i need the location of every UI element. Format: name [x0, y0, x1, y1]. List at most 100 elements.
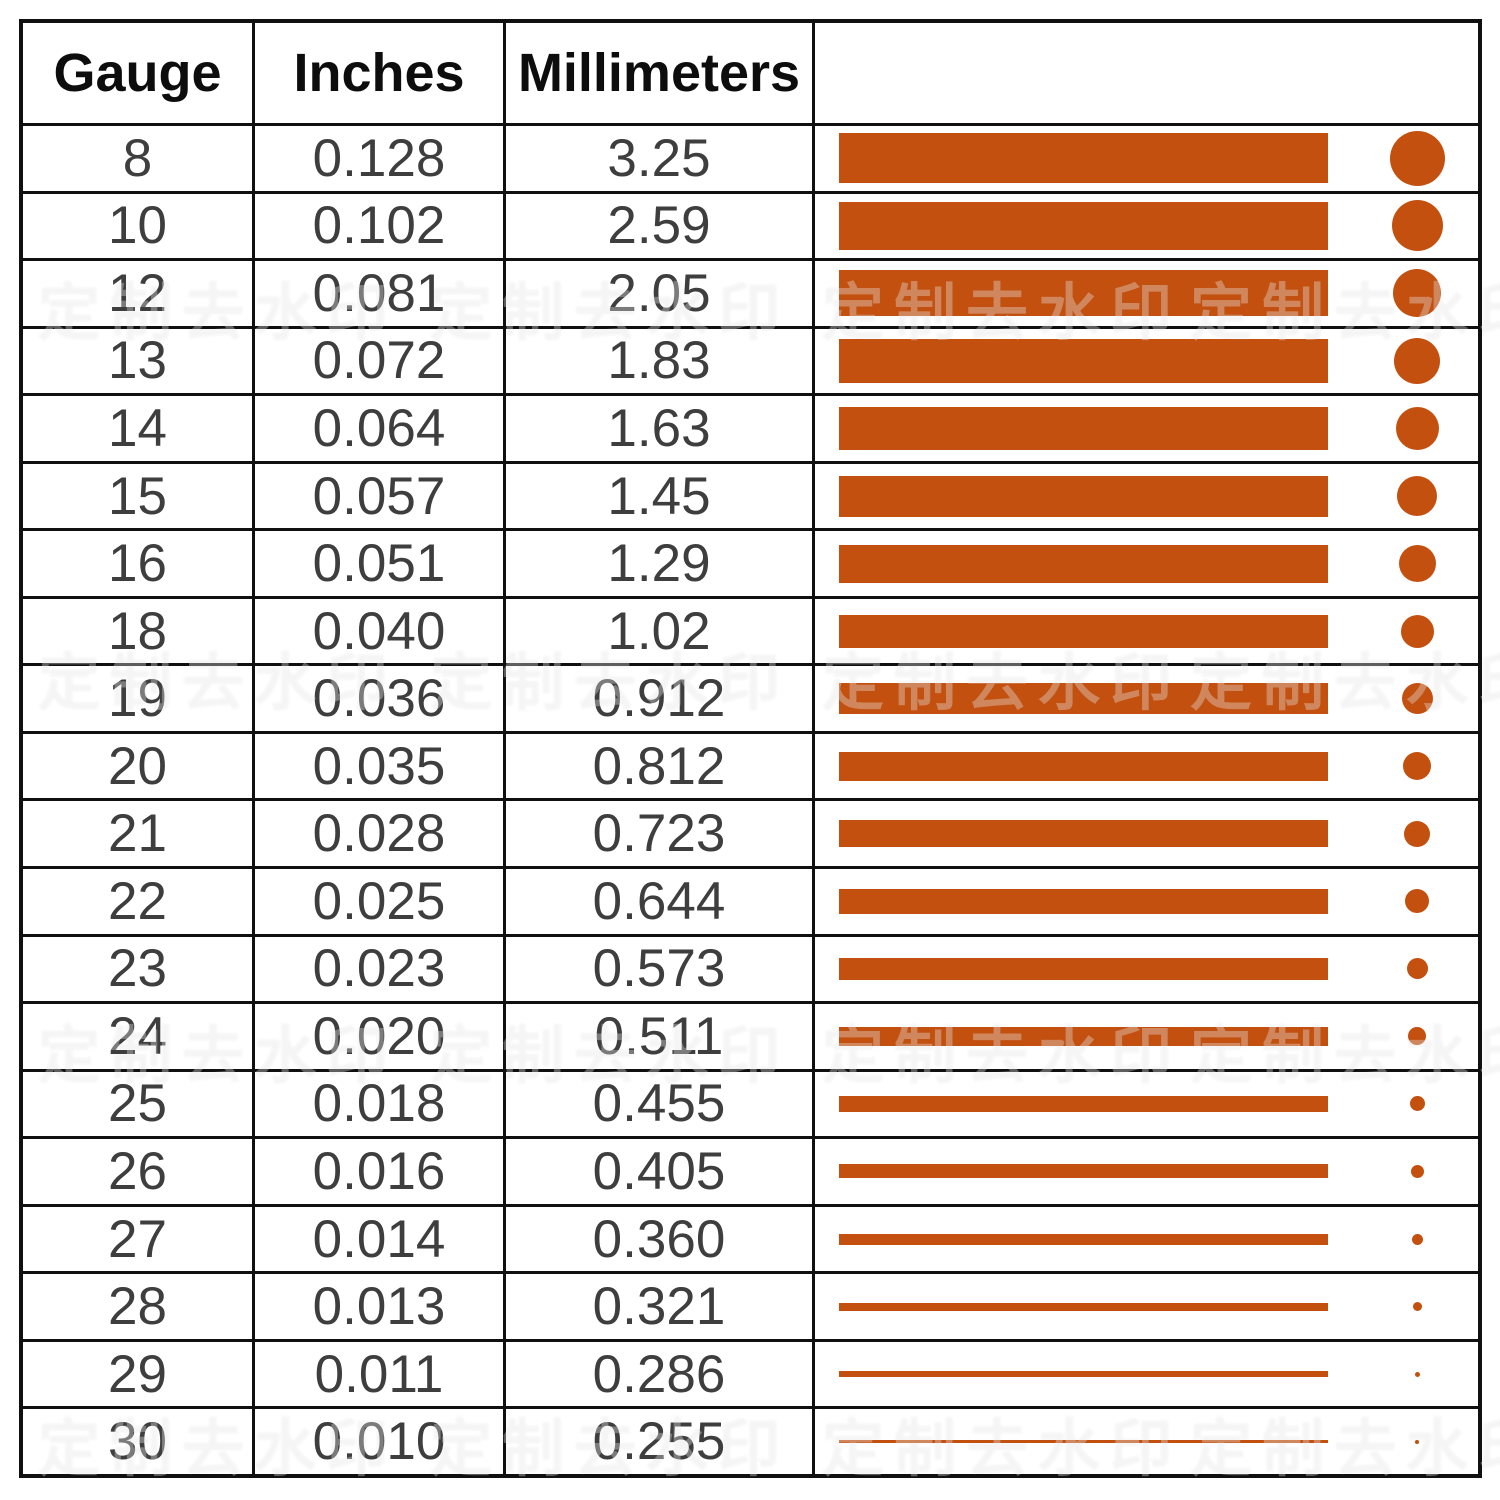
- wire-thickness-bar: [839, 201, 1328, 250]
- wire-size-visual-cell: [812, 598, 1478, 664]
- gauge-value: 12: [108, 263, 167, 323]
- inches-value: 0.051: [252, 531, 503, 596]
- wire-dot-area: [1342, 545, 1492, 583]
- wire-thickness-bar: [839, 1233, 1328, 1245]
- inches-value: 0.025: [252, 869, 503, 934]
- wire-dot-area: [1342, 958, 1492, 980]
- gauge-value: 20: [108, 736, 167, 796]
- wire-thickness-bar: [839, 406, 1328, 450]
- wire-dot-area: [1342, 1302, 1492, 1312]
- wire-cross-section-dot: [1414, 1371, 1420, 1377]
- gauge-value: 25: [108, 1074, 167, 1134]
- inches-value: 0.011: [252, 1341, 503, 1407]
- inches-value: 0.040: [252, 598, 503, 664]
- wire-cross-section-dot: [1408, 1027, 1426, 1046]
- wire-size-visual-cell: [812, 463, 1478, 529]
- wire-cross-section-dot: [1404, 820, 1430, 847]
- wire-cross-section-dot: [1397, 476, 1437, 516]
- inches-value: 0.036: [252, 666, 503, 731]
- column-header-gauge: Gauge: [53, 43, 222, 103]
- wire-dot-area: [1342, 889, 1492, 914]
- wire-thickness-bar: [839, 888, 1328, 914]
- wire-thickness-bar: [839, 957, 1328, 980]
- gauge-value: 23: [108, 939, 167, 999]
- wire-cross-section-dot: [1406, 958, 1428, 980]
- wire-dot-area: [1342, 1233, 1492, 1245]
- millimeters-value: 0.455: [503, 1071, 812, 1137]
- gauge-value: 21: [108, 804, 167, 864]
- millimeters-value: 1.45: [503, 463, 812, 529]
- wire-dot-area: [1342, 752, 1492, 781]
- gauge-value: 15: [108, 466, 167, 526]
- wire-thickness-bar: [839, 270, 1328, 317]
- table-row: 12 0.081 2.05: [23, 258, 1478, 326]
- wire-dot-area: [1342, 1027, 1492, 1046]
- wire-dot-area: [1342, 683, 1492, 715]
- wire-size-visual-cell: [812, 193, 1478, 259]
- wire-thickness-bar: [839, 1371, 1328, 1378]
- wire-dot-area: [1342, 1164, 1492, 1178]
- millimeters-value: 0.255: [503, 1409, 812, 1474]
- millimeters-value: 1.29: [503, 531, 812, 596]
- wire-thickness-bar: [839, 475, 1328, 517]
- gauge-value: 24: [108, 1006, 167, 1066]
- table-row: 29 0.011 0.286: [23, 1338, 1478, 1407]
- gauge-value: 26: [108, 1141, 167, 1201]
- wire-size-visual-cell: [812, 531, 1478, 596]
- wire-size-visual-cell: [812, 936, 1478, 1002]
- inches-value: 0.102: [252, 193, 503, 259]
- table-row: 24 0.020 0.511: [23, 1001, 1478, 1069]
- wire-thickness-bar: [839, 133, 1328, 184]
- wire-cross-section-dot: [1409, 1096, 1425, 1112]
- wire-cross-section-dot: [1398, 545, 1436, 583]
- wire-size-visual-cell: [812, 1274, 1478, 1339]
- table-row: 13 0.072 1.83: [23, 325, 1478, 394]
- wire-cross-section-dot: [1391, 200, 1443, 252]
- millimeters-value: 0.405: [503, 1139, 812, 1204]
- wire-dot-area: [1342, 476, 1492, 516]
- millimeters-value: 0.286: [503, 1341, 812, 1407]
- gauge-value: 28: [108, 1277, 167, 1337]
- millimeters-value: 2.05: [503, 261, 812, 326]
- table-row: 23 0.023 0.573: [23, 933, 1478, 1002]
- table-row: 14 0.064 1.63: [23, 393, 1478, 461]
- wire-cross-section-dot: [1415, 1439, 1419, 1444]
- millimeters-value: 2.59: [503, 193, 812, 259]
- millimeters-value: 3.25: [503, 126, 812, 191]
- wire-dot-area: [1342, 614, 1492, 648]
- wire-size-visual-cell: [812, 801, 1478, 867]
- inches-value: 0.028: [252, 801, 503, 867]
- wire-dot-area: [1342, 1371, 1492, 1377]
- wire-size-visual-cell: [812, 126, 1478, 191]
- inches-value: 0.020: [252, 1004, 503, 1069]
- wire-dot-area: [1342, 820, 1492, 847]
- table-row: 25 0.018 0.455: [23, 1068, 1478, 1137]
- wire-gauge-chart: Gauge Inches Millimeters 8 0.128 3.25 10 0.1…: [19, 19, 1482, 1478]
- table-row: 15 0.057 1.45: [23, 460, 1478, 529]
- wire-thickness-bar: [839, 1440, 1328, 1444]
- wire-cross-section-dot: [1411, 1233, 1423, 1245]
- table-row: 19 0.036 0.912: [23, 663, 1478, 731]
- wire-thickness-bar: [839, 338, 1328, 383]
- inches-value: 0.016: [252, 1139, 503, 1204]
- inches-value: 0.057: [252, 463, 503, 529]
- wire-thickness-bar: [839, 614, 1328, 648]
- table-row: 26 0.016 0.405: [23, 1136, 1478, 1204]
- wire-thickness-bar: [839, 751, 1328, 781]
- wire-cross-section-dot: [1403, 752, 1431, 781]
- wire-size-visual-cell: [812, 328, 1478, 394]
- wire-size-visual-cell: [812, 1004, 1478, 1069]
- table-row: 20 0.035 0.812: [23, 730, 1478, 799]
- wire-thickness-bar: [839, 1095, 1328, 1112]
- wire-size-visual-cell: [812, 666, 1478, 731]
- inches-value: 0.023: [252, 936, 503, 1002]
- wire-size-visual-cell: [812, 733, 1478, 799]
- wire-dot-area: [1342, 1096, 1492, 1112]
- wire-cross-section-dot: [1400, 614, 1434, 648]
- millimeters-value: 0.511: [503, 1004, 812, 1069]
- table-row: 8 0.128 3.25: [23, 123, 1478, 191]
- inches-value: 0.018: [252, 1071, 503, 1137]
- millimeters-value: 0.912: [503, 666, 812, 731]
- inches-value: 0.072: [252, 328, 503, 394]
- gauge-value: 13: [108, 331, 167, 391]
